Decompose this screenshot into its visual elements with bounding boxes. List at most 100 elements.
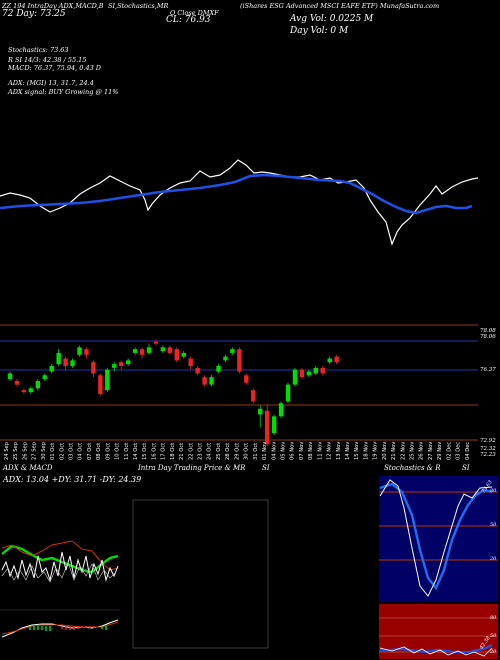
stoch-title: Stochastics & R [384, 464, 441, 472]
date-tick-label: 01 Oct [50, 443, 56, 460]
date-tick-label: 15 Nov [354, 442, 360, 460]
macd-signal-line [1, 621, 119, 635]
candle [271, 414, 277, 435]
date-tick-label: 14 Nov [345, 442, 351, 460]
candle-body [188, 358, 193, 366]
adx-label: ADX: (MGI) 13, 31.7, 24.4 [8, 79, 94, 87]
candle-body [70, 360, 75, 366]
candle [167, 345, 173, 355]
candle [146, 343, 152, 355]
candle [160, 345, 166, 353]
date-tick-label: 03 Oct [69, 443, 75, 460]
candle [244, 373, 249, 385]
price-label-low-c: 72.23 [480, 452, 496, 458]
date-axis: 24 Sep 25 Sep 26 Sep 27 Sep 30 Sep 01 Oct 02 O… [4, 441, 471, 460]
candle-body [278, 403, 284, 417]
candle [56, 349, 61, 366]
date-tick-label: 25 Sep [13, 441, 19, 460]
candle [70, 358, 75, 368]
rsi-line [380, 644, 493, 654]
candlestick-chart [0, 324, 478, 447]
candle-body [195, 367, 200, 374]
candle-body [77, 347, 82, 355]
date-tick-label: 17 Oct [161, 443, 167, 460]
candle-body [244, 375, 249, 383]
candle [299, 367, 305, 380]
stoch-si-label: SI [462, 464, 470, 472]
candle-body [313, 367, 318, 374]
date-tick-label: 18 Oct [170, 443, 176, 460]
candle [202, 375, 207, 387]
date-tick-label: 07 Nov [299, 442, 305, 460]
candle [320, 365, 325, 376]
date-tick-label: 30 Sep [41, 441, 47, 460]
macd-histogram [29, 626, 107, 631]
date-tick-label: 10 Oct [115, 443, 121, 460]
stoch-80-label: 80 [490, 488, 497, 494]
candle [285, 382, 291, 404]
price-line [0, 159, 479, 246]
candle [237, 347, 242, 374]
candle [91, 360, 96, 378]
si-label: R SI 14/3: 42.38 / 55.15 [8, 56, 87, 64]
candle-body [320, 367, 325, 374]
date-tick-label: 29 Nov [437, 442, 443, 460]
adx-line [1, 551, 119, 582]
candle-body [216, 365, 221, 372]
date-tick-label: 11 Oct [124, 443, 130, 460]
adx-values: ADX: 13.04 +DY: 31.71 -DY: 24.39 [3, 475, 142, 484]
date-tick-label: 21 Nov [391, 442, 397, 460]
candle-body [153, 341, 159, 344]
candle [306, 369, 312, 378]
close-label: CL: 76.93 [166, 15, 211, 25]
candle [264, 405, 270, 447]
date-tick-label: 12 Nov [327, 442, 333, 460]
candle-body [28, 388, 34, 393]
date-tick-label: 11 Nov [317, 442, 323, 460]
stoch-label: Stochastics: 73.63 [8, 46, 69, 54]
date-tick-label: 27 Nov [428, 442, 434, 460]
candle-body [306, 371, 312, 376]
candle [112, 362, 117, 372]
candle [49, 364, 54, 374]
candle-body [202, 377, 207, 385]
intraday-panel [132, 499, 269, 649]
date-tick-label: 02 Dec [446, 442, 452, 460]
date-tick-label: 30 Oct [244, 443, 250, 460]
candle [139, 347, 145, 359]
candle-body [56, 352, 61, 365]
header-company: (iShares ESG Advanced MSCI EAFE ETF) Mun… [240, 2, 440, 10]
date-tick-label: 06 Nov [290, 442, 296, 460]
header-ticker-info: ZZ 194 IntraDay ADX,MACD,B [2, 2, 104, 10]
candle-body [125, 360, 131, 365]
candle [223, 354, 228, 363]
date-tick-label: 07 Oct [87, 443, 93, 460]
ma-line [0, 173, 473, 215]
intraday-title: Intra Day Trading Price & MR [138, 464, 246, 472]
candle-body [167, 347, 173, 353]
date-tick-label: 31 Oct [253, 443, 259, 460]
date-tick-label: 20 Nov [382, 442, 388, 460]
candle-body [132, 349, 138, 353]
date-tick-label: 29 Oct [234, 443, 240, 460]
candle [28, 386, 34, 394]
candle [105, 367, 110, 393]
candle [84, 347, 89, 359]
candle [35, 379, 40, 391]
stoch-50-label: 50 [490, 522, 497, 528]
adx-plus-line [1, 544, 119, 574]
candle-body [271, 416, 277, 434]
rsi-line-2 [379, 646, 493, 657]
adx-panel [1, 540, 119, 583]
candle [63, 356, 68, 370]
price-label-low-b: 72.32 [480, 446, 496, 452]
candle [258, 405, 263, 428]
price-label-top-b: 78.06 [480, 334, 496, 340]
candle [278, 401, 284, 419]
candle-body [7, 373, 13, 380]
date-tick-label: 03 Dec [456, 442, 462, 460]
candle [21, 388, 27, 394]
date-tick-label: 21 Oct [179, 443, 185, 460]
candle-body [258, 408, 263, 415]
candle-body [209, 377, 214, 385]
